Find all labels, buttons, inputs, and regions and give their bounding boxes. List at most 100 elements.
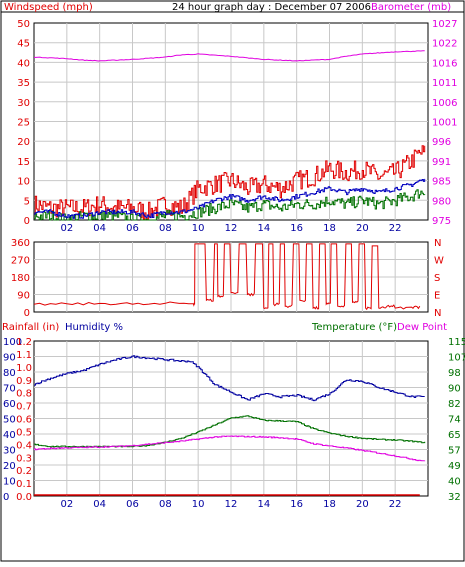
direction-degree-tick-label: 0 — [24, 308, 30, 319]
wind-tick-label: 35 — [17, 78, 30, 89]
humidity-tick-label: 90 — [3, 353, 16, 364]
direction-degree-tick-label: 360 — [11, 238, 30, 249]
humidity-tick-label: 30 — [3, 446, 16, 457]
rainfall-tick-label: 0.0 — [16, 492, 32, 503]
wind-direction-line — [33, 243, 421, 311]
x-tick-label: 06 — [126, 499, 139, 510]
x-tick-label: 12 — [225, 499, 238, 510]
barometer-tick-label: 1016 — [432, 58, 457, 69]
temperature-tick-label: 40 — [448, 477, 461, 488]
chart-title: 24 hour graph day : December 07 2006 — [172, 2, 371, 13]
wind-tick-label: 5 — [24, 196, 30, 207]
direction-degree-tick-label: 180 — [11, 273, 30, 284]
humidity-tick-label: 60 — [3, 399, 16, 410]
humidity-tick-label: 70 — [3, 384, 16, 395]
x-tick-label: 22 — [389, 223, 402, 234]
rainfall-tick-label: 0.2 — [16, 466, 32, 477]
humidity-tick-label: 50 — [3, 415, 16, 426]
x-tick-label: 04 — [93, 223, 106, 234]
x-tick-label: 12 — [225, 223, 238, 234]
rainfall-tick-label: 0.5 — [16, 427, 32, 438]
x-tick-label: 16 — [290, 499, 303, 510]
dewpoint-line — [34, 435, 426, 462]
wind-tick-label: 20 — [17, 137, 30, 148]
x-tick-label: 20 — [356, 223, 369, 234]
humidity-tick-label: 80 — [3, 368, 16, 379]
x-tick-label: 06 — [126, 223, 139, 234]
x-tick-label: 02 — [60, 499, 73, 510]
x-tick-label: 14 — [257, 223, 270, 234]
wind-average-line — [34, 178, 426, 219]
compass-tick-label: N — [434, 238, 441, 249]
rainfall-tick-label: 0.8 — [16, 389, 32, 400]
dewpoint-axis-label: Dew Point — [397, 322, 447, 333]
temperature-tick-label: 57 — [448, 446, 461, 457]
temperature-axis-label: Temperature (°F) — [311, 322, 397, 333]
temperature-line — [34, 415, 426, 448]
direction-degree-tick-label: 270 — [11, 256, 30, 267]
wind-tick-label: 45 — [17, 39, 30, 50]
humidity-line — [34, 355, 425, 402]
rainfall-tick-label: 0.6 — [16, 415, 32, 426]
rainfall-tick-label: 0.7 — [16, 402, 32, 413]
x-tick-label: 16 — [290, 223, 303, 234]
wind-low-line — [34, 189, 426, 221]
temperature-tick-label: 107 — [448, 353, 465, 364]
barometer-tick-label: 996 — [432, 137, 451, 148]
barometer-tick-label: 980 — [432, 196, 451, 207]
wind-tick-label: 40 — [17, 58, 30, 69]
x-tick-label: 02 — [60, 223, 73, 234]
temperature-tick-label: 115 — [448, 337, 465, 348]
wind-gust-line — [34, 145, 426, 221]
x-tick-label: 20 — [356, 499, 369, 510]
compass-tick-label: W — [434, 256, 444, 267]
humidity-tick-label: 20 — [3, 461, 16, 472]
x-tick-label: 22 — [389, 499, 402, 510]
x-tick-label: 08 — [159, 499, 172, 510]
barometer-line — [34, 50, 425, 62]
rainfall-tick-label: 0.3 — [16, 453, 32, 464]
barometer-tick-label: 1027 — [432, 19, 457, 30]
temperature-tick-label: 90 — [448, 384, 461, 395]
compass-tick-label: S — [434, 273, 440, 284]
x-tick-label: 14 — [257, 499, 270, 510]
temperature-tick-label: 65 — [448, 430, 461, 441]
rainfall-tick-label: 0.1 — [16, 479, 32, 490]
rainfall-tick-label: 1.1 — [16, 350, 32, 361]
x-tick-label: 10 — [192, 223, 205, 234]
x-tick-label: 18 — [323, 499, 336, 510]
compass-tick-label: E — [434, 291, 440, 302]
barometer-tick-label: 1011 — [432, 78, 457, 89]
wind-tick-label: 15 — [17, 157, 30, 168]
wind-tick-label: 25 — [17, 118, 30, 129]
barometer-tick-label: 985 — [432, 177, 451, 188]
rainfall-tick-label: 0.4 — [16, 440, 32, 451]
windspeed-axis-label: Windspeed (mph) — [4, 2, 93, 13]
temperature-tick-label: 98 — [448, 368, 461, 379]
wind-tick-label: 0 — [24, 216, 30, 227]
x-tick-label: 08 — [159, 223, 172, 234]
barometer-tick-label: 975 — [432, 216, 451, 227]
direction-degree-tick-label: 90 — [17, 291, 30, 302]
humidity-tick-label: 10 — [3, 477, 16, 488]
humidity-axis-label: Humidity % — [65, 322, 123, 333]
compass-tick-label: N — [434, 308, 441, 319]
barometer-tick-label: 1022 — [432, 39, 457, 50]
humidity-tick-label: 100 — [3, 337, 22, 348]
barometer-tick-label: 1001 — [432, 118, 457, 129]
rainfall-axis-label: Rainfall (in) — [2, 322, 59, 333]
humidity-temperature-panel: 0 10 20 30 40 50 60 70 80 90 100 0.0 0.1 0.2 0.3 0.4 0.5… — [3, 337, 465, 510]
barometer-axis-label: Barometer (mb) — [371, 2, 451, 13]
barometer-tick-label: 1006 — [432, 98, 457, 109]
barometer-tick-label: 991 — [432, 157, 451, 168]
temperature-tick-label: 82 — [448, 399, 461, 410]
rainfall-tick-label: 1.2 — [16, 337, 32, 348]
wind-tick-label: 10 — [17, 177, 30, 188]
temperature-tick-label: 74 — [448, 415, 461, 426]
wind-tick-label: 30 — [17, 98, 30, 109]
x-tick-label: 10 — [192, 499, 205, 510]
humidity-tick-label: 40 — [3, 430, 16, 441]
